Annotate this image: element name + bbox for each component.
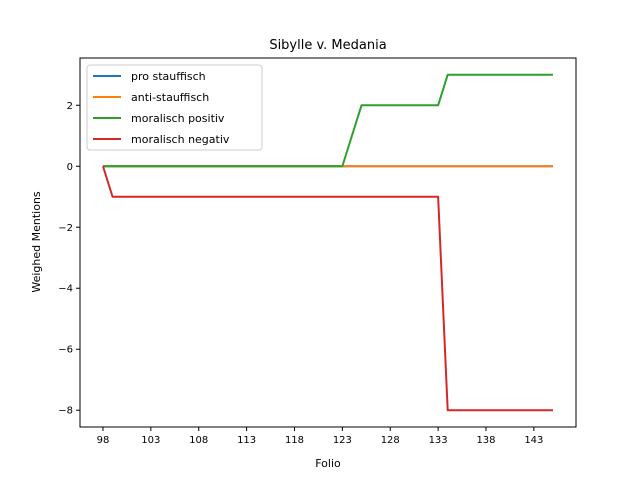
legend-label: moralisch positiv: [131, 112, 225, 125]
x-tick-label: 133: [429, 435, 448, 446]
series-layer: [102, 73, 554, 412]
chart-title: Sibylle v. Medania: [269, 38, 386, 53]
legend-label: moralisch negativ: [131, 133, 230, 146]
y-tick-label: 0: [67, 162, 73, 173]
legend-label: pro stauffisch: [131, 70, 206, 83]
x-tick-label: 113: [237, 435, 256, 446]
legend-items: pro stauffisch anti-stauffisch moralisch p…: [93, 70, 230, 146]
y-axis-ticks: −8 −6 −4 −2 0 2: [58, 101, 80, 417]
y-axis-label: Weighed Mentions: [30, 191, 43, 293]
y-tick-label: −6: [58, 345, 73, 356]
x-tick-label: 118: [285, 435, 304, 446]
x-tick-label: 128: [381, 435, 400, 446]
x-tick-label: 103: [141, 435, 160, 446]
legend-box: [86, 64, 263, 151]
y-tick-label: −2: [58, 223, 73, 234]
legend-label: anti-stauffisch: [131, 91, 209, 104]
legend: pro stauffisch anti-stauffisch moralisch p…: [86, 64, 263, 151]
plot-area: [79, 57, 577, 428]
x-tick-label: 123: [333, 435, 352, 446]
x-axis-ticks: 98 103 108 113 118 123 128 133 138 143: [97, 427, 543, 446]
series-line-3: [102, 73, 554, 168]
axes-frame: [79, 57, 577, 428]
y-tick-label: −4: [58, 284, 73, 295]
x-tick-label: 143: [524, 435, 543, 446]
x-axis-label: Folio: [315, 457, 341, 470]
y-tick-label: 2: [67, 101, 73, 112]
series-line-4: [102, 165, 554, 412]
x-tick-label: 108: [189, 435, 208, 446]
y-tick-label: −8: [58, 406, 73, 417]
x-tick-label: 98: [97, 435, 110, 446]
x-tick-label: 138: [476, 435, 495, 446]
